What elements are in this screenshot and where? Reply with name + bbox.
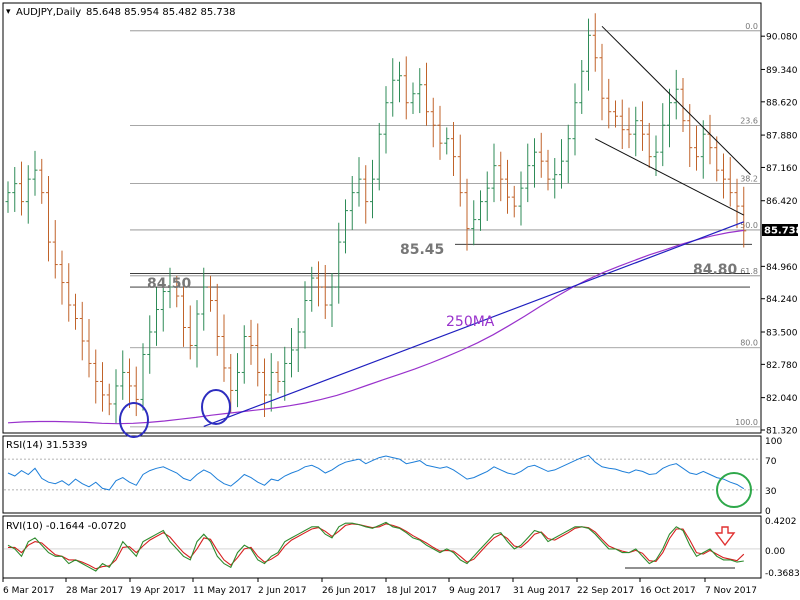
rsi-series (4, 454, 760, 491)
annotation-level-84-50: 84.50 (147, 276, 192, 292)
channel-upper-line (601, 25, 751, 176)
rsi-tick-0: 0 (765, 507, 771, 517)
rvi-main-line (7, 521, 744, 572)
low-circle-1 (119, 402, 149, 438)
rsi-tick-70: 70 (765, 457, 777, 467)
uptrend-line (203, 221, 744, 427)
low-circle-2 (201, 389, 231, 425)
candlestick-series (5, 13, 747, 424)
date-tick-label: 2 Jun 2017 (258, 586, 306, 596)
price-tick-label: 81.320 (766, 427, 798, 437)
rsi-line (7, 454, 745, 491)
date-tick-label: 16 Oct 2017 (640, 586, 696, 596)
date-axis: 6 Mar 2017 28 Mar 2017 19 Apr 2017 11 May 2… (2, 578, 757, 596)
ma-250-line (7, 229, 744, 425)
price-tick-label: 86.420 (766, 197, 798, 207)
date-tick-label: 28 Mar 2017 (66, 586, 123, 596)
fib-level-label: 50.0 (740, 221, 758, 230)
chart-symbol: AUDJPY,Daily (16, 7, 81, 18)
rsi-tick-100: 100 (765, 437, 782, 447)
annotation-level-84-80: 84.80 (693, 262, 738, 278)
rsi-tick-30: 30 (765, 487, 777, 497)
fib-level-label: 23.6 (740, 117, 758, 126)
price-tick-label: 87.160 (766, 164, 798, 174)
rsi-label: RSI(14) 31.5339 (6, 440, 87, 451)
price-tick-label: 89.340 (766, 66, 798, 76)
date-tick-label: 18 Jul 2017 (386, 586, 437, 596)
date-tick-label: 6 Mar 2017 (3, 586, 54, 596)
annotation-level-85-45: 85.45 (400, 242, 444, 258)
fib-level-label: 80.0 (740, 339, 758, 348)
date-tick-label: 11 May 2017 (193, 586, 252, 596)
rsi-panel-frame (2, 435, 762, 514)
horizontal-levels (130, 243, 752, 288)
date-tick-label: 22 Sep 2017 (577, 586, 634, 596)
date-tick-label: 7 Nov 2017 (705, 586, 757, 596)
fib-level-label: 0.0 (745, 22, 758, 31)
chart-ohlc: 85.648 85.954 85.482 85.738 (86, 7, 236, 18)
price-tick-label: 82.780 (766, 361, 798, 371)
chart-title-arrow-icon: ▾ (6, 7, 11, 17)
channel-lower-line (595, 138, 744, 216)
date-tick-label: 31 Aug 2017 (513, 586, 571, 596)
rvi-tick-bottom: -0.3683 (765, 569, 800, 579)
price-tick-label: 88.620 (766, 98, 798, 108)
fib-retracement-levels: 0.0 23.6 38.2 50.0 61.8 80.0 100.0 (130, 22, 760, 428)
rvi-series (4, 521, 760, 572)
fib-level-label: 100.0 (735, 418, 758, 427)
date-tick-label: 26 Jun 2017 (322, 586, 376, 596)
rsi-oversold-circle (716, 472, 752, 508)
price-tick-label: 82.040 (766, 394, 798, 404)
price-tick-label: 90.080 (766, 33, 798, 43)
current-price-tag-bg (762, 224, 798, 236)
price-tick-label: 83.500 (766, 328, 798, 338)
price-tick-label: 84.240 (766, 295, 798, 305)
price-tick-label: 87.880 (766, 132, 798, 142)
trendlines (7, 25, 751, 427)
fib-level-label: 61.8 (740, 267, 758, 276)
main-panel-frame (2, 2, 762, 434)
fib-level-label: 38.2 (740, 175, 758, 184)
rvi-down-arrow-icon (714, 526, 736, 547)
annotation-250ma: 250MA (446, 314, 495, 330)
date-tick-label: 9 Aug 2017 (449, 586, 501, 596)
date-tick-label: 19 Apr 2017 (130, 586, 186, 596)
price-tick-label: 84.960 (766, 263, 798, 273)
rvi-tick-top: 0.4202 (765, 517, 797, 527)
current-price-tag: 85.738 (764, 226, 800, 237)
price-axis: 90.080 89.340 88.620 87.880 87.160 86.420 84.9… (761, 33, 798, 437)
rvi-label: RVI(10) -0.1644 -0.0720 (6, 521, 126, 532)
rvi-tick-zero: 0.00 (765, 547, 785, 557)
